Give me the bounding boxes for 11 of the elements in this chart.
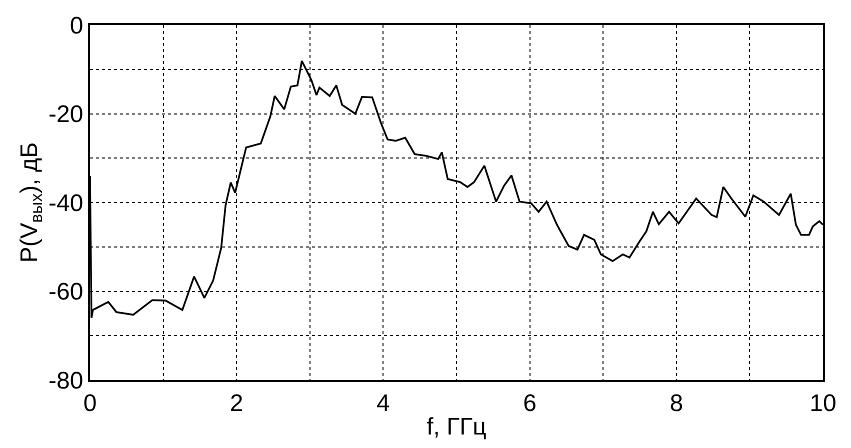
y-tick-label: -40	[48, 190, 84, 217]
y-tick-label: -80	[48, 367, 84, 394]
x-tick-label: 2	[230, 390, 244, 417]
x-tick-label: 4	[376, 390, 390, 417]
x-tick-label: 8	[670, 390, 684, 417]
y-tick-label: -20	[48, 101, 84, 128]
x-axis-title: f, ГГц	[426, 414, 487, 441]
y-tick-label: 0	[70, 12, 84, 40]
x-tick-label: 10	[810, 390, 836, 417]
x-tick-label: 6	[523, 390, 536, 417]
y-tick-label: -60	[48, 278, 84, 306]
